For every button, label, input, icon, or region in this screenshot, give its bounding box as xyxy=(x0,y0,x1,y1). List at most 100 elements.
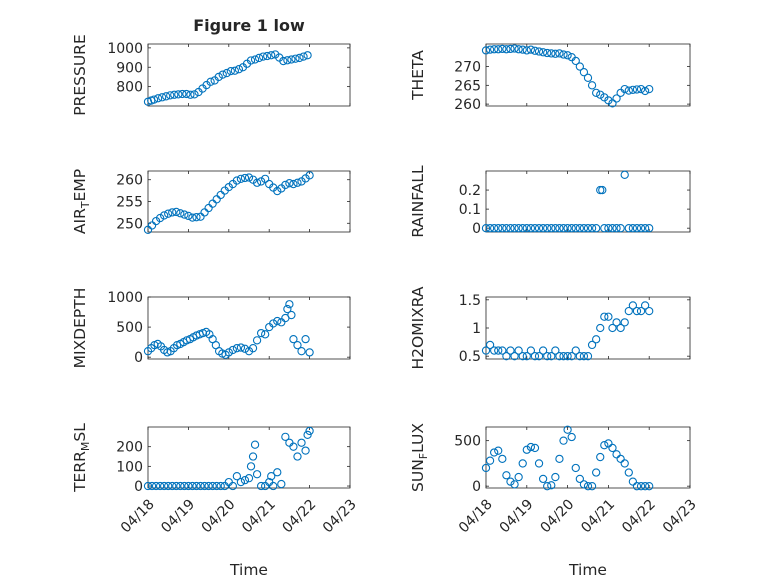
data-point xyxy=(172,481,181,491)
data-point xyxy=(604,312,613,321)
data-point xyxy=(256,177,266,186)
y-tick-labels: 800 900 1000 xyxy=(107,41,143,96)
data-point xyxy=(176,209,185,218)
data-point xyxy=(490,346,499,355)
data-point xyxy=(279,56,288,66)
y-axis-label-main: TERR xyxy=(71,451,89,493)
data-point xyxy=(632,85,642,94)
data-point xyxy=(269,481,278,491)
data-point xyxy=(530,443,540,453)
data-point xyxy=(267,472,276,481)
axes-frame xyxy=(147,43,351,107)
data-point xyxy=(285,179,294,188)
data-point xyxy=(498,224,507,233)
data-point xyxy=(208,481,217,491)
data-point xyxy=(168,481,177,491)
data-point xyxy=(624,306,633,316)
data-point xyxy=(246,56,256,65)
data-point xyxy=(240,344,250,353)
subplot-1: 800 900 1000 PRESSURE xyxy=(71,34,351,116)
y-tick-label: 0.1 xyxy=(459,202,481,218)
data-point xyxy=(184,211,193,221)
data-point xyxy=(600,224,609,233)
data-point xyxy=(624,468,633,477)
data-point xyxy=(490,448,499,457)
data-point xyxy=(579,68,589,77)
data-point xyxy=(608,323,617,333)
data-point xyxy=(485,45,495,54)
data-point xyxy=(547,224,556,233)
data-point xyxy=(514,472,523,482)
data-point xyxy=(289,334,298,344)
data-point xyxy=(551,346,560,355)
data-point xyxy=(596,452,605,462)
subplot-3: 250 255 260 AIRTEMP xyxy=(71,169,351,234)
data-point xyxy=(485,224,495,233)
data-point xyxy=(587,340,597,350)
y-axis-label: TERRMSL xyxy=(71,423,92,493)
data-point xyxy=(555,454,564,464)
y-axis-label: H2OMIXRA xyxy=(409,286,427,369)
data-point xyxy=(567,432,576,442)
y-tick-label: 0 xyxy=(472,221,481,237)
data-point xyxy=(624,224,633,233)
data-point xyxy=(212,481,221,491)
data-point xyxy=(301,334,310,344)
data-point xyxy=(234,65,244,74)
data-point xyxy=(232,472,242,481)
data-series xyxy=(481,44,654,108)
data-point xyxy=(192,481,201,491)
data-point xyxy=(612,94,621,103)
data-point xyxy=(301,446,310,455)
y-tick-label: 255 xyxy=(116,195,143,211)
data-point xyxy=(518,224,527,233)
data-point xyxy=(640,224,650,233)
x-tick-label: 04/20 xyxy=(199,496,239,536)
data-point xyxy=(538,48,548,57)
data-point xyxy=(283,304,292,314)
data-point xyxy=(538,346,548,355)
data-point xyxy=(149,95,159,104)
data-point xyxy=(502,224,511,233)
y-axis-label-subscript: M xyxy=(79,442,92,452)
x-tick-label: 04/23 xyxy=(660,496,700,536)
data-point xyxy=(502,45,511,54)
y-tick-labels: 0 500 xyxy=(454,434,481,496)
data-point xyxy=(543,48,552,58)
data-point xyxy=(494,346,503,355)
data-point xyxy=(620,84,629,94)
data-point xyxy=(592,468,601,477)
data-point xyxy=(498,454,507,464)
data-point xyxy=(277,479,286,489)
data-point xyxy=(174,90,183,99)
y-tick-labels: 250 255 260 xyxy=(116,173,143,233)
data-point xyxy=(510,224,519,233)
data-point xyxy=(252,470,262,479)
data-point xyxy=(172,207,181,217)
data-point xyxy=(218,70,227,79)
data-point xyxy=(151,481,161,491)
data-point xyxy=(506,224,515,233)
data-point xyxy=(571,224,580,233)
data-point xyxy=(600,312,609,321)
data-point xyxy=(575,62,584,71)
data-point xyxy=(252,336,262,345)
data-point xyxy=(526,45,536,54)
data-point xyxy=(506,44,515,54)
data-point xyxy=(258,52,268,61)
data-point xyxy=(575,224,584,233)
y-axis-label: PRESSURE xyxy=(71,34,89,116)
y-tick-label: 1000 xyxy=(107,290,143,306)
data-point xyxy=(490,224,499,233)
data-point xyxy=(494,45,503,54)
data-point xyxy=(514,45,523,54)
data-point xyxy=(283,56,292,65)
data-point xyxy=(250,55,260,64)
data-point xyxy=(188,481,197,491)
data-point xyxy=(598,185,607,195)
data-point xyxy=(178,89,187,99)
data-point xyxy=(291,54,300,63)
data-point xyxy=(628,301,638,310)
y-axis-label-rest: SL xyxy=(71,423,89,442)
data-point xyxy=(612,450,621,459)
